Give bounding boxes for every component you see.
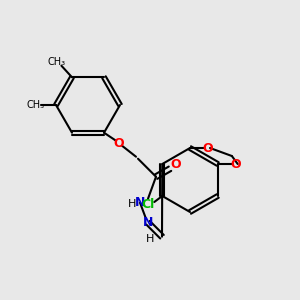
Text: N: N	[135, 196, 145, 209]
Text: H: H	[146, 234, 154, 244]
Text: H: H	[128, 199, 136, 209]
Text: O: O	[230, 158, 241, 170]
Text: O: O	[203, 142, 213, 154]
Text: CH₃: CH₃	[27, 100, 45, 110]
Text: O: O	[114, 137, 124, 150]
Text: N: N	[143, 216, 153, 229]
Text: O: O	[171, 158, 181, 171]
Text: Cl: Cl	[142, 197, 155, 211]
Text: CH₃: CH₃	[47, 57, 65, 67]
